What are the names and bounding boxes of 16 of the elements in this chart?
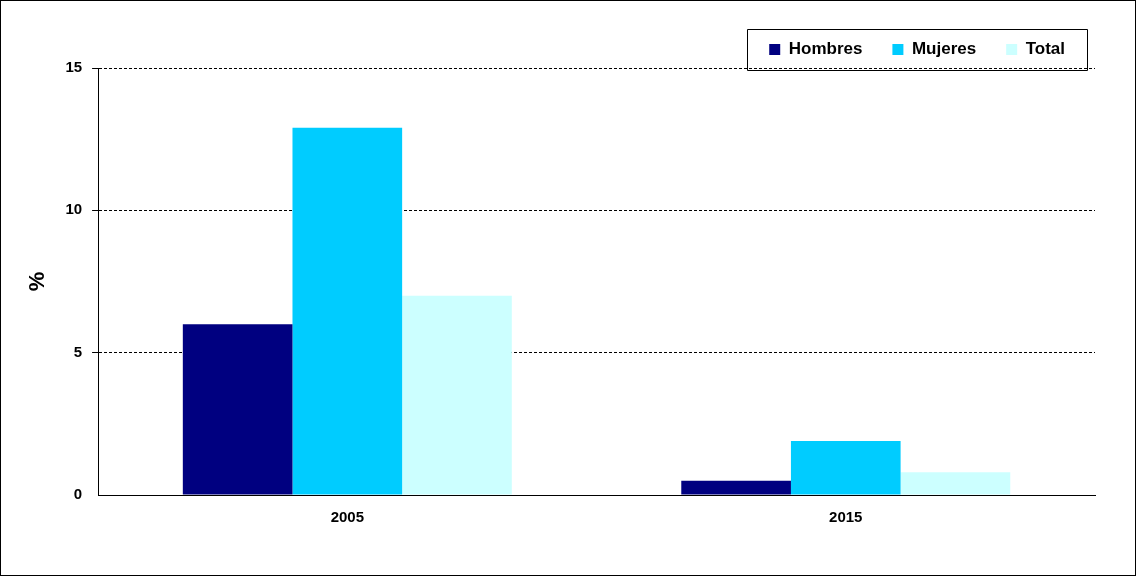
bar [681,480,791,495]
legend-label: Mujeres [911,39,977,59]
bar [900,472,1011,495]
y-tick-label: 15 [65,58,83,76]
bar [402,295,512,495]
y-axis-title: % [24,271,50,292]
bar [182,324,293,495]
x-tick-label: 2015 [829,508,863,526]
x-tick-label: 2005 [330,508,364,526]
y-tick-label: 10 [65,200,83,218]
y-tick-label: 0 [73,485,83,503]
y-tick-label: 5 [73,342,83,360]
bar [292,127,403,495]
legend-label: Hombres [788,39,863,59]
legend-label: Total [1025,39,1066,59]
bar [790,440,901,495]
